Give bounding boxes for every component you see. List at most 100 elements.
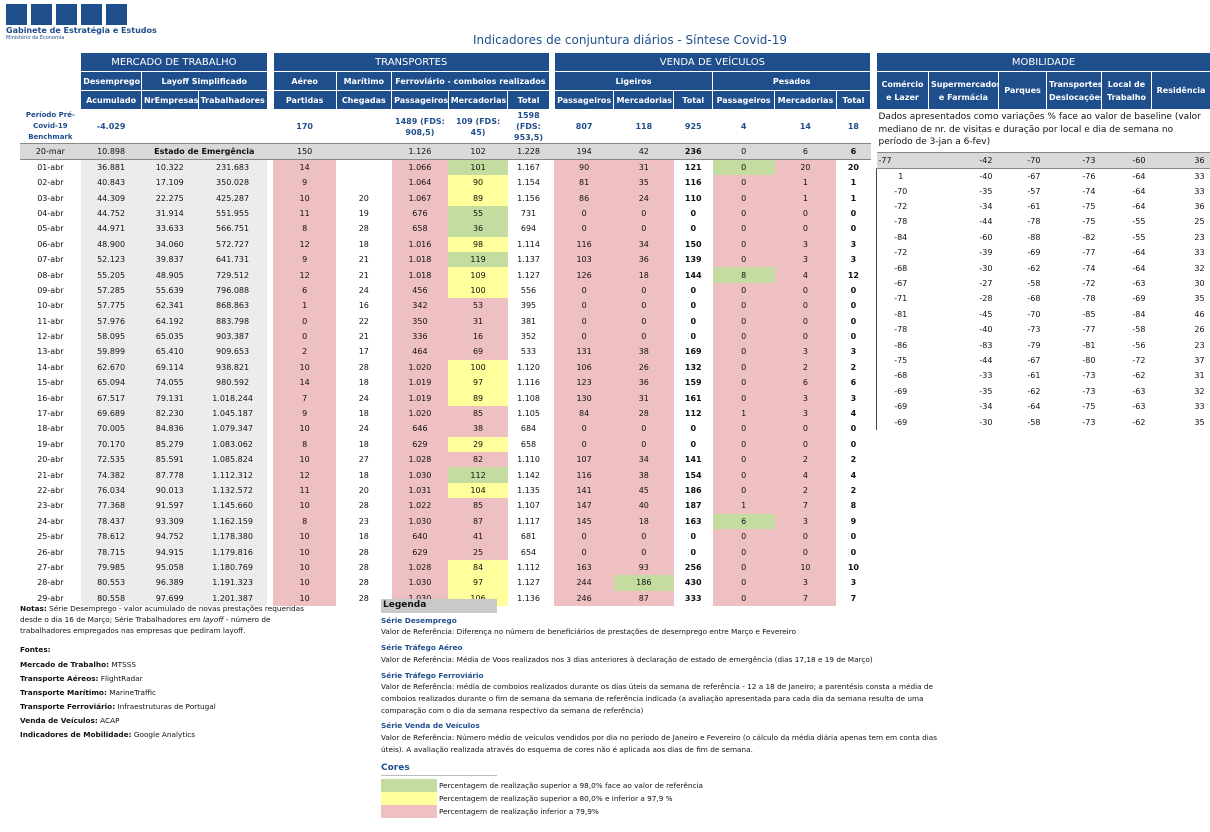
row-date: 17-abr <box>37 409 64 419</box>
cell-trabalhadores: 641.731 <box>198 251 268 268</box>
cell-lig-total: 141 <box>684 455 702 465</box>
cell-ferro-passageiros: 350 <box>391 313 449 329</box>
cell-lig-total: 0 <box>690 547 697 557</box>
cell-ferro-total: 556 <box>520 285 537 295</box>
cell-pes-total: 1 <box>850 178 857 188</box>
notes-text: Série Desemprego - valor acumulado de no… <box>20 604 304 624</box>
logo-mark <box>6 4 127 25</box>
cell-pes-total: 4 <box>850 470 857 480</box>
cell-lig-passageiros: 0 <box>554 328 614 345</box>
cell-pes-passageiros: 0 <box>712 313 775 329</box>
mob-row: -69 -30 -58 -73 -62 35 <box>876 414 1210 430</box>
gap <box>549 375 555 391</box>
mob-cell: -81 <box>1082 340 1096 350</box>
cell-trabalhadores: 1.191.323 <box>198 575 268 591</box>
mob-row: -68 -30 -62 -74 -64 32 <box>876 260 1210 276</box>
mob-cell: -58 <box>1027 279 1041 289</box>
benchmark-ferro-mercadorias: 109 (FDS: 45) <box>455 116 501 137</box>
cell-pes-total: 0 <box>850 301 857 311</box>
cell-lig-passageiros: 106 <box>554 359 614 376</box>
cell-pes-total: 0 <box>850 532 857 542</box>
mob-cell: -74 <box>1082 186 1096 196</box>
mob-cell: -73 <box>1027 325 1041 335</box>
mob-cell: 36 <box>1194 202 1205 212</box>
section-mobilidade: MOBILIDADE <box>875 52 1210 72</box>
cell-aereo: 12 <box>273 236 337 252</box>
mob-row: -81 -45 -70 -85 -84 46 <box>876 306 1210 323</box>
cell-lig-total: 121 <box>684 163 702 172</box>
cell-ferro-mercadorias: 87 <box>448 513 508 529</box>
cell-ferro-mercadorias: 84 <box>448 559 508 576</box>
cell-pes-passageiros: 0 <box>712 590 775 606</box>
mob-cell: 37 <box>1194 355 1205 365</box>
cell-ferro-passageiros: 1.019 <box>391 390 449 406</box>
cell-lig-mercadorias: 36 <box>613 375 674 391</box>
header-ferroviario: Ferroviário - comboios realizados <box>391 71 550 91</box>
cell-ferro-total: 1.142 <box>517 470 540 480</box>
gap <box>549 282 555 299</box>
cell-desemprego: 77.368 <box>80 498 142 514</box>
gap <box>267 205 274 222</box>
gap <box>549 159 555 175</box>
cell-lig-mercadorias: 36 <box>613 251 674 268</box>
cell-ferro-total: 1.167 <box>517 163 540 172</box>
cell-pes-total: 7 <box>850 593 857 603</box>
legend-text: Valor de Referência: Diferença no número… <box>381 627 796 637</box>
cell-pes-total: 10 <box>847 562 859 572</box>
cell-pes-passageiros: 0 <box>712 452 775 468</box>
cell-pes-mercadorias: 0 <box>774 282 837 299</box>
color-key-label: Percentagem de realização inferior a 79,… <box>439 806 599 816</box>
header-pesados: Pesados <box>712 71 871 91</box>
gap <box>549 236 555 252</box>
cell-pes-passageiros: 0 <box>712 390 775 406</box>
cell-ferro-passageiros: 1.028 <box>391 559 449 576</box>
cell-ferro-total: 1.127 <box>517 270 540 280</box>
cell-lig-passageiros: 116 <box>554 236 614 252</box>
header-aereo: Aéreo <box>272 71 337 91</box>
state-emergency-label: Estado de Emergência <box>141 143 268 160</box>
mob-cell: -60 <box>1101 151 1152 169</box>
cell-lig-total: 159 <box>684 378 702 388</box>
cell-ferro-passageiros: 1.064 <box>391 175 449 191</box>
header-desemprego: Desemprego <box>80 71 142 91</box>
cell-nrempresas: 69.114 <box>141 359 199 376</box>
cell-trabalhadores: 572.727 <box>198 236 268 252</box>
row-date: 27-abr <box>37 562 64 572</box>
benchmark-lig-mercadorias: 118 <box>635 122 653 131</box>
cell-aereo: 0 <box>273 313 337 329</box>
cell-desemprego: 72.535 <box>80 452 142 468</box>
gap <box>549 328 555 345</box>
header-nrempresas: NrEmpresas <box>140 90 199 110</box>
cell-lig-mercadorias: 0 <box>613 328 674 345</box>
row-date: 21-abr <box>37 470 64 480</box>
cell-ferro-passageiros: 658 <box>391 221 449 237</box>
cell-nrempresas: 87.778 <box>141 467 199 483</box>
cell-pes-mercadorias: 1 <box>774 175 837 191</box>
cell-ferro-total: 681 <box>520 532 537 542</box>
source-item: Transporte Ferroviário: Infraestruturas … <box>20 700 320 714</box>
cell-maritimo: 18 <box>358 439 369 449</box>
cell-lig-total: 112 <box>684 409 702 419</box>
mob-cell: -88 <box>1027 232 1041 242</box>
cell-pes-passageiros: 0 <box>712 143 775 160</box>
table-row: 07-abr 52.123 39.837 641.731 9 21 1.018 119 1.13… <box>20 251 871 268</box>
table-row: 19-abr 70.170 85.279 1.083.062 8 18 629 29 658 0 0… <box>20 436 871 453</box>
cell-pes-total: 3 <box>850 578 857 588</box>
cell-nrempresas: 84.836 <box>141 421 199 437</box>
row-date: 16-abr <box>37 393 64 403</box>
row-date: 22-abr <box>37 486 64 495</box>
cell-pes-passageiros: 0 <box>712 482 775 499</box>
mob-cell: 36 <box>1151 151 1210 169</box>
cell-pes-mercadorias: 4 <box>774 467 837 483</box>
cell-nrempresas: 55.639 <box>141 282 199 299</box>
cell-ferro-total: 1.105 <box>517 409 540 419</box>
cell-lig-mercadorias: 18 <box>613 267 674 283</box>
cell-pes-total: 1 <box>850 193 857 203</box>
cell-trabalhadores: 938.821 <box>198 359 268 376</box>
cell-lig-total: 186 <box>684 486 702 495</box>
cell-lig-mercadorias: 34 <box>613 236 674 252</box>
cell-lig-mercadorias: 0 <box>613 421 674 437</box>
source-item: Venda de Veículos: ACAP <box>20 714 320 728</box>
cell-lig-mercadorias: 28 <box>613 405 674 422</box>
benchmark-lig-passageiros: 807 <box>575 122 593 131</box>
